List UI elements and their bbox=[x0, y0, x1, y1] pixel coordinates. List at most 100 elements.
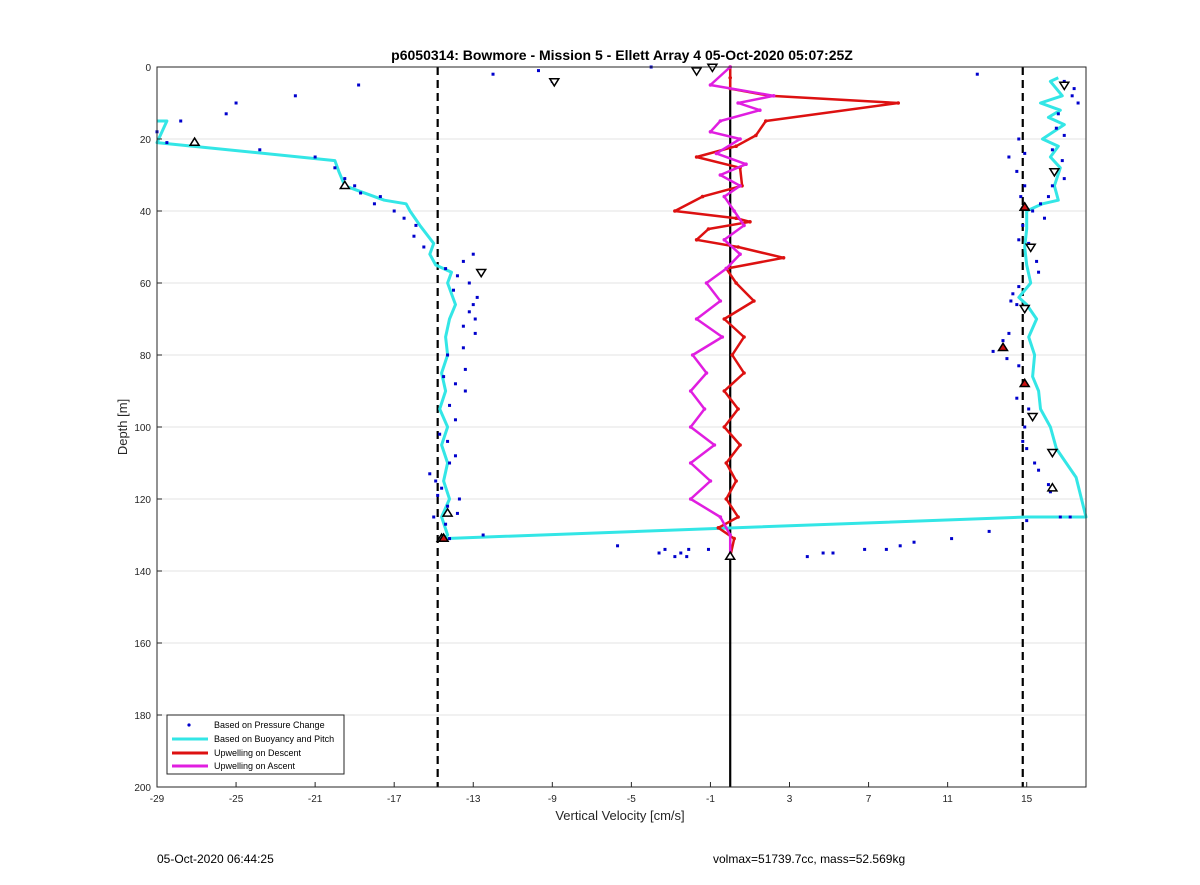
triangle-down-marker bbox=[1018, 304, 1031, 315]
pressure-change-point bbox=[616, 544, 620, 548]
series-point-upwelling-on-descent bbox=[781, 255, 786, 260]
pressure-change-point bbox=[975, 72, 979, 76]
triangle-down-marker bbox=[706, 63, 719, 73]
pressure-change-point bbox=[912, 540, 916, 544]
series-point-upwelling-on-ascent bbox=[744, 162, 748, 166]
legend-box bbox=[166, 714, 345, 775]
triangle-down-marker bbox=[548, 77, 561, 88]
pressure-change-point bbox=[706, 547, 710, 551]
pressure-change-point bbox=[359, 191, 363, 195]
pressure-change-point bbox=[536, 69, 540, 73]
x-tick-label: 15 bbox=[1021, 794, 1033, 805]
series-point-upwelling-on-descent bbox=[732, 536, 736, 541]
series-point-upwelling-on-ascent bbox=[742, 223, 746, 228]
pressure-change-point bbox=[1050, 184, 1054, 188]
series-point-upwelling-on-ascent bbox=[758, 108, 762, 112]
series-point-upwelling-on-ascent bbox=[718, 173, 723, 177]
series-point-upwelling-on-descent bbox=[673, 209, 677, 213]
series-point-upwelling-on-ascent bbox=[718, 299, 723, 303]
pressure-change-point bbox=[950, 537, 954, 541]
series-point-upwelling-on-ascent bbox=[708, 83, 713, 87]
pressure-change-point bbox=[471, 303, 475, 307]
series-point-upwelling-on-descent bbox=[734, 281, 738, 285]
series-point-upwelling-on-ascent bbox=[688, 497, 693, 501]
series-point-upwelling-on-ascent bbox=[688, 461, 693, 465]
pressure-change-point bbox=[461, 346, 465, 350]
triangle-up-marker bbox=[188, 136, 201, 147]
pressure-change-point bbox=[179, 119, 183, 123]
pressure-change-point bbox=[1058, 515, 1062, 519]
pressure-change-point bbox=[898, 544, 902, 548]
pressure-change-point bbox=[372, 202, 376, 206]
pressure-change-point bbox=[1027, 407, 1031, 411]
series-point-upwelling-on-ascent bbox=[704, 281, 709, 285]
pressure-change-point bbox=[1039, 202, 1043, 206]
series-point-upwelling-on-descent bbox=[742, 335, 746, 339]
series-point-upwelling-on-descent bbox=[763, 119, 768, 123]
series-point-upwelling-on-descent bbox=[694, 238, 699, 242]
pressure-change-point bbox=[165, 141, 169, 145]
pressure-change-point bbox=[1015, 396, 1019, 400]
pressure-change-point bbox=[1056, 112, 1060, 116]
pressure-change-point bbox=[1037, 468, 1041, 472]
pressure-change-point bbox=[471, 252, 475, 256]
pressure-change-point bbox=[473, 331, 477, 335]
series-point-upwelling-on-descent bbox=[754, 133, 758, 138]
trajectory-markers bbox=[188, 63, 1071, 561]
pressure-change-point bbox=[428, 472, 432, 476]
series-point-upwelling-on-ascent bbox=[718, 515, 723, 519]
pressure-change-point bbox=[422, 245, 426, 249]
pressure-change-point bbox=[831, 551, 835, 555]
series-point-upwelling-on-descent bbox=[736, 515, 740, 519]
pressure-change-point bbox=[378, 195, 382, 199]
footer-volmax-mass: volmax=51739.7cc, mass=52.569kg bbox=[713, 852, 906, 866]
x-axis-ticks: -29 -25 -21 -17 -13 -9 -5 -1 3 7 11 15 bbox=[150, 782, 1033, 805]
x-tick-label: -25 bbox=[229, 794, 244, 805]
pressure-change-point bbox=[333, 166, 337, 170]
y-tick-label: 120 bbox=[134, 495, 151, 506]
pressure-change-point bbox=[1015, 303, 1019, 307]
triangle-down-marker bbox=[690, 67, 703, 77]
series-point-upwelling-on-descent bbox=[724, 461, 729, 465]
x-tick-label: -9 bbox=[548, 794, 557, 805]
legend-label-descent: Upwelling on Descent bbox=[214, 748, 302, 758]
pressure-change-point bbox=[1033, 461, 1037, 465]
pressure-change-point bbox=[473, 317, 477, 321]
y-tick-label: 200 bbox=[134, 783, 151, 794]
pressure-change-point bbox=[432, 515, 436, 519]
series-point-upwelling-on-ascent bbox=[712, 443, 717, 447]
triangle-down-marker bbox=[1024, 243, 1037, 253]
pressure-change-point bbox=[1025, 447, 1029, 451]
pressure-change-point bbox=[1001, 339, 1005, 343]
pressure-change-point bbox=[258, 148, 262, 152]
pressure-change-point bbox=[673, 555, 677, 559]
pressure-change-point bbox=[687, 547, 691, 551]
series-point-upwelling-on-descent bbox=[724, 497, 729, 501]
pressure-change-point bbox=[343, 177, 347, 181]
pressure-change-point bbox=[434, 479, 438, 483]
pressure-change-point bbox=[1062, 79, 1066, 83]
pressure-change-point bbox=[1076, 101, 1080, 105]
pressure-change-point bbox=[444, 267, 448, 271]
series-point-upwelling-on-descent bbox=[742, 371, 746, 375]
series-point-upwelling-on-ascent bbox=[688, 389, 693, 393]
pressure-change-point bbox=[1015, 169, 1019, 173]
legend-label-ascent: Upwelling on Ascent bbox=[214, 761, 296, 771]
series-point-upwelling-on-ascent bbox=[690, 353, 695, 357]
pressure-change-point bbox=[440, 486, 444, 490]
triangle-up-marker bbox=[338, 179, 351, 190]
pressure-change-point bbox=[679, 551, 683, 555]
x-tick-label: -13 bbox=[466, 794, 481, 805]
series-point-upwelling-on-descent bbox=[752, 299, 756, 303]
triangle-up-filled-marker bbox=[1018, 201, 1031, 211]
pressure-change-point bbox=[1062, 133, 1066, 137]
pressure-change-point bbox=[446, 353, 450, 357]
pressure-change-point bbox=[455, 274, 459, 278]
series-point-upwelling-on-ascent bbox=[738, 184, 742, 188]
y-tick-label: 80 bbox=[140, 351, 152, 362]
grid-lines bbox=[157, 66, 1086, 788]
x-tick-label: -1 bbox=[706, 794, 715, 805]
pressure-change-point bbox=[491, 72, 495, 76]
pressure-change-point bbox=[442, 375, 446, 379]
pressure-change-point bbox=[446, 439, 450, 443]
